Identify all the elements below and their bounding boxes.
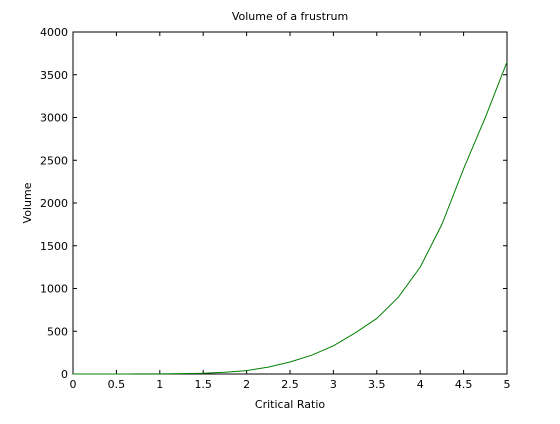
y-tick-label: 3500 [40, 69, 68, 82]
y-axis-label: Volume [21, 182, 34, 223]
y-tick-label: 2500 [40, 154, 68, 167]
y-tick-label: 0 [61, 368, 68, 381]
x-tick-label: 1 [156, 378, 163, 391]
x-tick-label: 3.5 [368, 378, 386, 391]
y-tick-label: 1500 [40, 240, 68, 253]
ticks: 0 0.5 1 1.5 2 2.5 3 3.5 4 4.5 5 0 500 1000 1500 2000 250… [40, 26, 511, 391]
x-tick-label: 4.5 [455, 378, 473, 391]
x-tick-label: 2 [243, 378, 250, 391]
x-tick-label: 2.5 [281, 378, 299, 391]
series-line [73, 61, 508, 375]
plot-frame [72, 31, 508, 375]
y-tick-label: 4000 [40, 26, 68, 39]
y-tick-label: 1000 [40, 283, 68, 296]
x-tick-label: 5 [504, 378, 511, 391]
x-axis-label: Critical Ratio [255, 398, 325, 411]
series [73, 61, 508, 375]
x-tick-label: 0.5 [108, 378, 126, 391]
y-tick-label: 3000 [40, 112, 68, 125]
x-tick-label: 3 [330, 378, 337, 391]
chart-title: Volume of a frustrum [232, 10, 348, 23]
y-tick-label: 2000 [40, 197, 68, 210]
x-tick-label: 0 [70, 378, 77, 391]
axes [72, 31, 508, 375]
x-tick-label: 4 [417, 378, 424, 391]
y-tick-label: 500 [47, 325, 68, 338]
x-tick-label: 1.5 [194, 378, 212, 391]
